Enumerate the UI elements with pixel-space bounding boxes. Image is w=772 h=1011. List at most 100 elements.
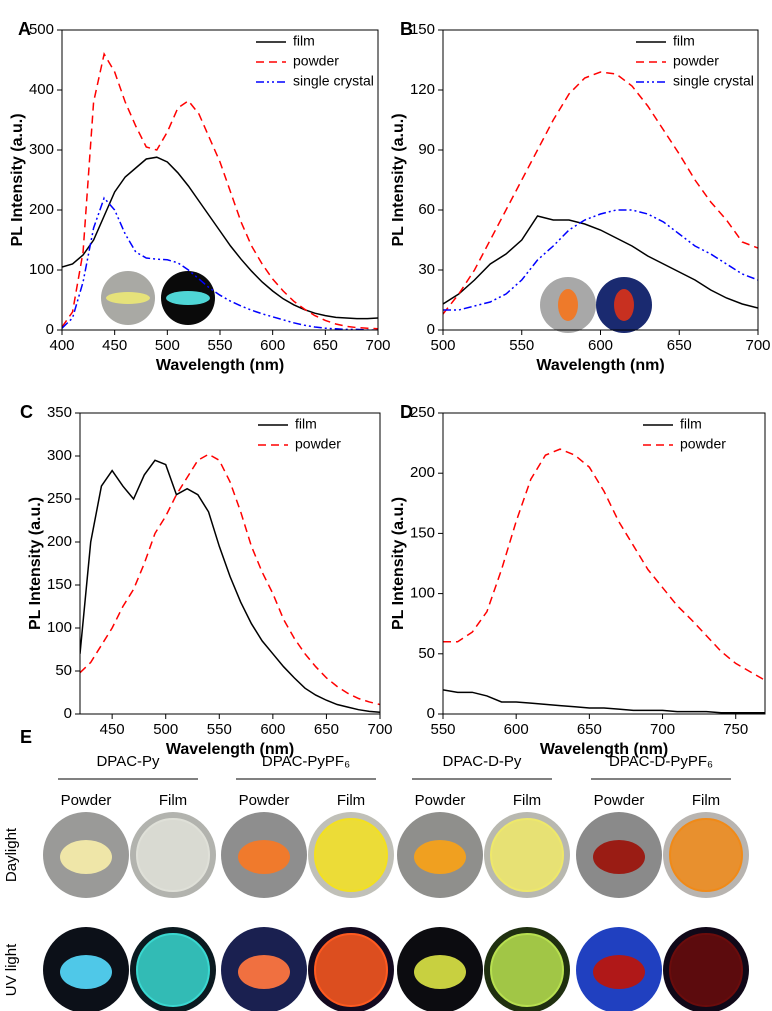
y-tick-label: 300 <box>29 141 54 158</box>
x-tick-label: 500 <box>155 337 180 354</box>
row-label: Daylight <box>3 827 20 882</box>
x-tick-label: 550 <box>207 337 232 354</box>
sample-film <box>314 933 388 1007</box>
x-tick-label: 650 <box>313 337 338 354</box>
inset-sample <box>166 291 210 305</box>
x-axis-label: Wavelength (nm) <box>536 357 664 374</box>
legend-label: single crystal <box>293 73 374 89</box>
x-axis-label: Wavelength (nm) <box>540 741 668 758</box>
y-tick-label: 90 <box>418 141 435 158</box>
sample-film <box>669 818 743 892</box>
row-label: UV light <box>3 943 20 996</box>
column-header: DPAC-D-Py <box>443 753 522 770</box>
series-line <box>62 51 378 330</box>
x-tick-label: 550 <box>509 337 534 354</box>
sub-header: Powder <box>594 792 645 809</box>
legend-label: powder <box>680 436 726 452</box>
sample-film <box>136 818 210 892</box>
sample-powder <box>238 840 290 874</box>
y-tick-label: 100 <box>410 585 435 602</box>
y-tick-label: 400 <box>29 81 54 98</box>
x-tick-label: 550 <box>207 721 232 738</box>
sub-header: Film <box>692 792 720 809</box>
y-axis-label: PL Intensity (a.u.) <box>9 113 26 246</box>
series-line <box>62 196 378 330</box>
panel-label: D <box>400 402 413 422</box>
legend-label: film <box>295 416 317 432</box>
y-tick-label: 200 <box>29 201 54 218</box>
y-tick-label: 0 <box>427 321 435 338</box>
y-tick-label: 120 <box>410 81 435 98</box>
column-header: DPAC-D-PyPF₆ <box>609 753 713 770</box>
plot-frame <box>79 412 381 715</box>
legend-label: film <box>673 33 695 49</box>
x-tick-label: 650 <box>667 337 692 354</box>
y-tick-label: 100 <box>47 619 72 636</box>
y-tick-label: 200 <box>47 533 72 550</box>
x-tick-label: 400 <box>49 337 74 354</box>
x-tick-label: 450 <box>102 337 127 354</box>
sample-film <box>314 818 388 892</box>
panel-label: C <box>20 402 33 422</box>
series-line <box>443 209 758 311</box>
series-line <box>443 448 765 681</box>
y-tick-label: 60 <box>418 201 435 218</box>
x-tick-label: 750 <box>723 721 748 738</box>
sample-powder <box>414 955 466 989</box>
x-tick-label: 600 <box>260 337 285 354</box>
legend-label: film <box>293 33 315 49</box>
panel-label: E <box>20 727 32 747</box>
y-tick-label: 30 <box>418 261 435 278</box>
x-tick-label: 700 <box>650 721 675 738</box>
x-tick-label: 550 <box>430 721 455 738</box>
x-axis-label: Wavelength (nm) <box>166 741 294 758</box>
legend-label: film <box>680 416 702 432</box>
y-tick-label: 50 <box>418 645 435 662</box>
sample-powder <box>414 840 466 874</box>
y-tick-label: 100 <box>29 261 54 278</box>
panel-label: B <box>400 19 413 39</box>
x-tick-label: 600 <box>588 337 613 354</box>
series-line <box>80 459 380 714</box>
series-line <box>443 71 758 315</box>
sample-powder <box>60 840 112 874</box>
sample-film <box>669 933 743 1007</box>
x-tick-label: 500 <box>430 337 455 354</box>
y-axis-label: PL Intensity (a.u.) <box>390 497 407 630</box>
x-tick-label: 600 <box>260 721 285 738</box>
y-tick-label: 250 <box>410 404 435 421</box>
plot-frame <box>442 29 759 331</box>
sub-header: Powder <box>415 792 466 809</box>
y-tick-label: 150 <box>410 21 435 38</box>
y-axis-label: PL Intensity (a.u.) <box>390 113 407 246</box>
sub-header: Powder <box>239 792 290 809</box>
series-line <box>62 156 378 320</box>
sample-film <box>490 818 564 892</box>
inset-sample <box>106 292 150 304</box>
x-tick-label: 700 <box>365 337 390 354</box>
y-tick-label: 0 <box>427 705 435 722</box>
y-tick-label: 200 <box>410 464 435 481</box>
plot-frame <box>442 412 766 715</box>
x-tick-label: 500 <box>153 721 178 738</box>
inset-sample <box>614 289 634 321</box>
y-tick-label: 150 <box>47 576 72 593</box>
x-tick-label: 450 <box>100 721 125 738</box>
legend-label: single crystal <box>673 73 754 89</box>
legend-label: powder <box>673 53 719 69</box>
y-tick-label: 500 <box>29 21 54 38</box>
legend-label: powder <box>295 436 341 452</box>
column-header: DPAC-PyPF₆ <box>262 753 350 770</box>
plot-frame <box>61 29 379 331</box>
sample-powder <box>238 955 290 989</box>
x-axis-label: Wavelength (nm) <box>156 357 284 374</box>
y-tick-label: 150 <box>410 524 435 541</box>
sub-header: Film <box>159 792 187 809</box>
sub-header: Film <box>337 792 365 809</box>
y-tick-label: 50 <box>55 662 72 679</box>
sample-film <box>136 933 210 1007</box>
x-tick-label: 650 <box>314 721 339 738</box>
series-line <box>443 215 758 309</box>
x-tick-label: 700 <box>745 337 770 354</box>
